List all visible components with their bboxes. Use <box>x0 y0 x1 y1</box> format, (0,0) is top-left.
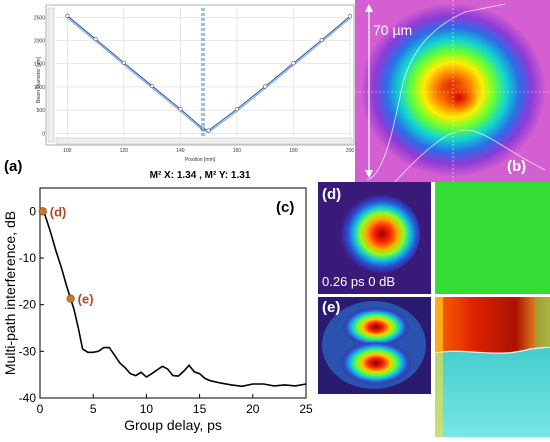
a-y-tick: 1000 <box>34 85 45 91</box>
a-point <box>234 107 240 112</box>
a-y-tick: 500 <box>37 108 46 114</box>
panel-a: 100 120 140 160 180 200 2500 2000 1500 1000 500 0 P… <box>0 0 357 182</box>
a-point <box>347 14 353 19</box>
mpi-point-label: (e) <box>78 292 94 307</box>
a-y-tick: 1500 <box>34 62 45 68</box>
beam-profile-single-lobe <box>318 182 431 294</box>
a-xlabel: Position [mm] <box>185 157 216 163</box>
a-y-tick: 0 <box>42 131 45 137</box>
panel-d-side <box>435 182 550 294</box>
a-point <box>121 60 126 65</box>
a-point <box>291 61 296 66</box>
mpi-point <box>66 294 75 303</box>
a-x-tick: 180 <box>289 148 298 154</box>
phase-map <box>435 297 550 437</box>
a-ylabel: Beam Diameter [µm] <box>36 56 42 103</box>
panel-d-label: (d) <box>322 186 342 203</box>
c-y-tick: -30 <box>19 344 37 358</box>
panel-e-label: (e) <box>322 299 341 316</box>
beam-profile-double-lobe <box>318 297 431 394</box>
a-x-tick: 100 <box>63 148 72 154</box>
c-x-tick: 5 <box>90 402 97 416</box>
c-y-tick: -10 <box>19 251 37 265</box>
a-m2-text: M² X: 1.34 , M² Y: 1.31 <box>150 170 251 181</box>
a-x-tick: 140 <box>176 148 185 154</box>
a-point <box>93 37 98 42</box>
a-point <box>150 83 155 89</box>
c-xlabel: Group delay, ps <box>124 417 222 433</box>
beam-profile-heatmap <box>355 0 550 183</box>
c-x-tick: 20 <box>246 402 260 416</box>
panel-c: 0 5 10 15 20 25 0 -10 -20 -30 -40 (d) (e) Group del… <box>0 182 318 437</box>
panel-e-caption: 2.88 ps -18.7 dB <box>322 397 418 412</box>
mpi-point-label: (d) <box>50 204 67 219</box>
c-x-tick: 25 <box>299 402 313 416</box>
beam-caustic-plot: 100 120 140 160 180 200 2500 2000 1500 1000 500 0 P… <box>0 0 357 182</box>
c-y-tick: 0 <box>29 204 36 218</box>
panel-e: (e) 2.88 ps -18.7 dB <box>318 297 550 437</box>
c-ylabel: Multi-path interference, dB <box>2 211 18 375</box>
a-point <box>263 84 268 89</box>
panel-d-caption: 0.26 ps 0 dB <box>322 274 395 289</box>
a-x-tick: 160 <box>233 148 242 154</box>
a-series-line-2 <box>67 17 351 134</box>
c-y-tick: -40 <box>19 391 37 405</box>
a-y-tick: 2000 <box>34 39 45 45</box>
mpi-point <box>38 207 47 216</box>
a-x-tick: 120 <box>120 148 129 154</box>
a-point <box>206 128 211 133</box>
c-x-tick: 15 <box>193 402 207 416</box>
panel-d: (d) 0.26 ps 0 dB <box>318 182 550 296</box>
panel-b: 70 µm (b) <box>355 0 550 183</box>
scale-text: 70 µm <box>373 22 413 38</box>
a-point <box>65 13 70 18</box>
panel-b-label: (b) <box>507 158 527 175</box>
c-y-tick: -20 <box>19 298 37 312</box>
a-x-tick: 200 <box>346 148 355 154</box>
c-x-tick: 10 <box>140 402 154 416</box>
a-series-line <box>66 15 351 132</box>
c-panel-label: (c) <box>276 199 294 216</box>
mpi-chart: 0 5 10 15 20 25 0 -10 -20 -30 -40 (d) (e) Group del… <box>2 187 313 433</box>
panel-a-label: (a) <box>4 158 23 175</box>
c-x-tick: 0 <box>37 402 44 416</box>
a-y-tick: 2500 <box>34 15 45 21</box>
a-point <box>319 37 324 43</box>
a-point <box>178 107 183 112</box>
